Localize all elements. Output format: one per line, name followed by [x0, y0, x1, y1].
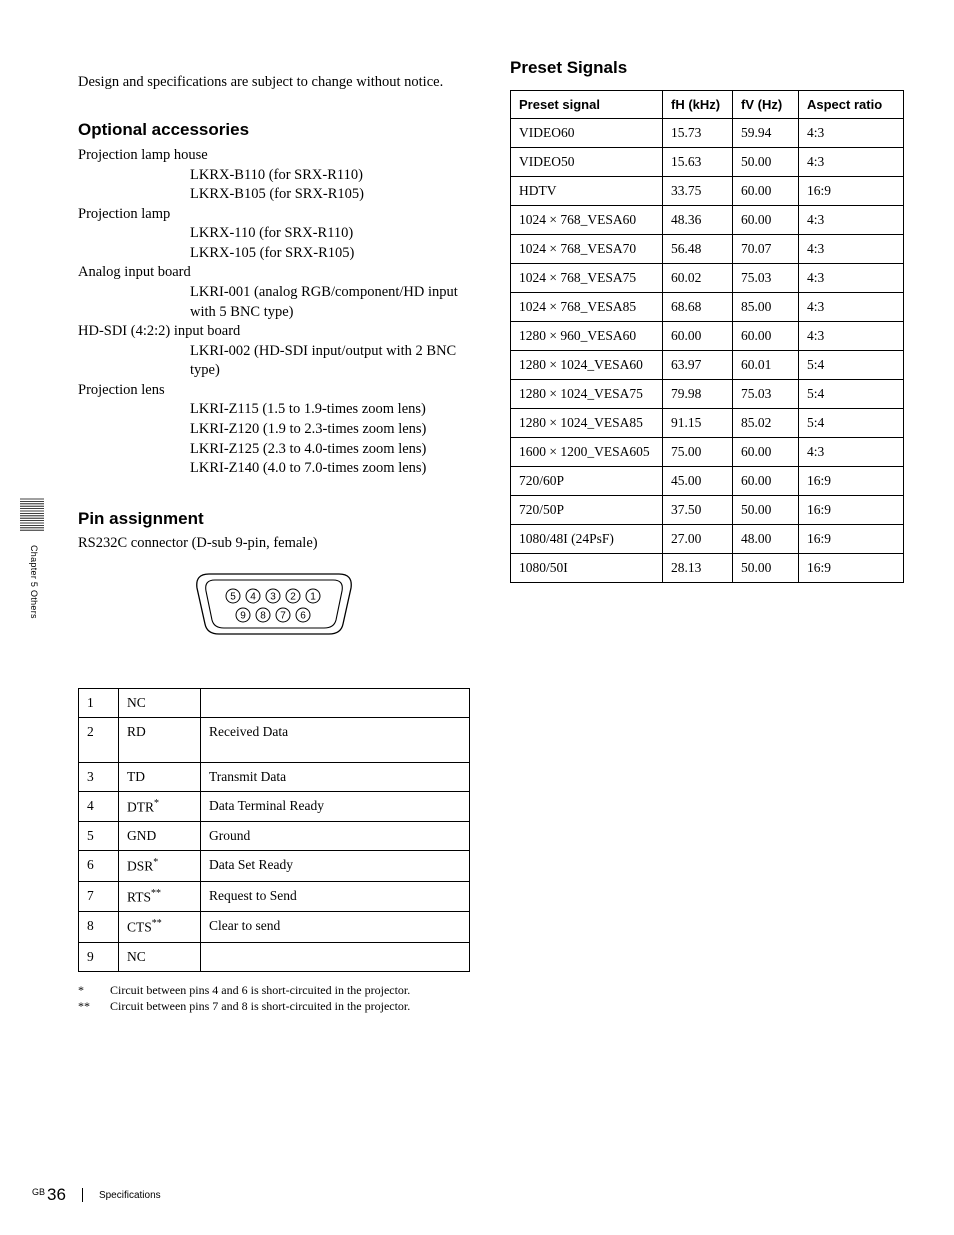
- accessory-value: LKRI-Z120 (1.9 to 2.3-times zoom lens): [190, 420, 470, 440]
- table-row: 3TDTransmit Data: [79, 762, 470, 791]
- footer-label: Specifications: [99, 1190, 161, 1201]
- svg-text:6: 6: [300, 610, 306, 621]
- footer-page-number: 36: [47, 1185, 66, 1204]
- table-row: 1080/48I (24PsF)27.0048.0016:9: [511, 525, 904, 554]
- accessory-label: Analog input board: [78, 263, 470, 283]
- pin-assignment-heading: Pin assignment: [78, 509, 470, 529]
- table-header: Aspect ratio: [799, 91, 904, 119]
- table-header: fH (kHz): [663, 91, 733, 119]
- accessory-value: LKRI-Z125 (2.3 to 4.0-times zoom lens): [190, 440, 470, 460]
- table-header: Preset signal: [511, 91, 663, 119]
- svg-text:8: 8: [260, 610, 266, 621]
- table-row: 720/60P45.0060.0016:9: [511, 467, 904, 496]
- side-lines-decoration: [20, 498, 44, 534]
- table-row: 1280 × 1024_VESA8591.1585.025:4: [511, 409, 904, 438]
- accessory-value: LKRX-B110 (for SRX-R110): [190, 166, 470, 186]
- accessory-value: LKRX-110 (for SRX-R110): [190, 224, 470, 244]
- accessory-value: LKRI-Z140 (4.0 to 7.0-times zoom lens): [190, 459, 470, 479]
- svg-text:9: 9: [240, 610, 246, 621]
- accessory-label: Projection lamp: [78, 205, 470, 225]
- table-row: 720/50P37.5050.0016:9: [511, 496, 904, 525]
- dsub9-connector-diagram: 5 4 3 2 1 9 8 7 6: [189, 568, 359, 640]
- side-chapter-tab: Chapter 5 Others: [20, 498, 50, 619]
- accessory-value: LKRI-002 (HD-SDI input/output with 2 BNC…: [190, 342, 470, 381]
- table-row: 4DTR*Data Terminal Ready: [79, 791, 470, 822]
- footer-gb: GB: [32, 1187, 45, 1197]
- table-row: VIDEO5015.6350.004:3: [511, 148, 904, 177]
- footnote: *Circuit between pins 4 and 6 is short-c…: [78, 982, 470, 998]
- preset-signals-heading: Preset Signals: [510, 58, 904, 78]
- svg-text:1: 1: [310, 591, 316, 602]
- table-row: 1280 × 960_VESA6060.0060.004:3: [511, 322, 904, 351]
- svg-text:7: 7: [280, 610, 286, 621]
- table-row: 1600 × 1200_VESA60575.0060.004:3: [511, 438, 904, 467]
- table-row: 1024 × 768_VESA8568.6885.004:3: [511, 293, 904, 322]
- accessory-value: LKRX-B105 (for SRX-R105): [190, 185, 470, 205]
- table-row: VIDEO6015.7359.944:3: [511, 119, 904, 148]
- table-header: fV (Hz): [733, 91, 799, 119]
- pin-assignment-sub: RS232C connector (D-sub 9-pin, female): [78, 535, 470, 552]
- page-footer: GB36 Specifications: [32, 1185, 161, 1205]
- table-row: 5GNDGround: [79, 822, 470, 851]
- table-row: 2RDReceived Data: [79, 717, 470, 762]
- table-row: 1024 × 768_VESA6048.3660.004:3: [511, 206, 904, 235]
- table-row: 1024 × 768_VESA7560.0275.034:3: [511, 264, 904, 293]
- svg-text:4: 4: [250, 591, 256, 602]
- table-row: 9NC: [79, 942, 470, 971]
- pin-assignment-table: 1NC2RDReceived Data3TDTransmit Data4DTR*…: [78, 688, 470, 972]
- svg-text:5: 5: [230, 591, 236, 602]
- table-row: 1080/50I28.1350.0016:9: [511, 554, 904, 583]
- table-row: 8CTS**Clear to send: [79, 912, 470, 943]
- table-row: 1280 × 1024_VESA7579.9875.035:4: [511, 380, 904, 409]
- footnote: **Circuit between pins 7 and 8 is short-…: [78, 998, 470, 1014]
- svg-text:2: 2: [290, 591, 296, 602]
- table-row: 1280 × 1024_VESA6063.9760.015:4: [511, 351, 904, 380]
- intro-text: Design and specifications are subject to…: [78, 73, 470, 93]
- accessory-value: LKRX-105 (for SRX-R105): [190, 244, 470, 264]
- accessory-value: LKRI-001 (analog RGB/component/HD input …: [190, 283, 470, 322]
- table-row: HDTV33.7560.0016:9: [511, 177, 904, 206]
- accessory-value: LKRI-Z115 (1.5 to 1.9-times zoom lens): [190, 400, 470, 420]
- optional-accessories-heading: Optional accessories: [78, 120, 470, 140]
- accessory-label: Projection lens: [78, 381, 470, 401]
- table-row: 1024 × 768_VESA7056.4870.074:3: [511, 235, 904, 264]
- preset-signals-table: Preset signalfH (kHz)fV (Hz)Aspect ratio…: [510, 90, 904, 583]
- accessory-label: Projection lamp house: [78, 146, 470, 166]
- table-row: 7RTS**Request to Send: [79, 881, 470, 912]
- accessory-label: HD-SDI (4:2:2) input board: [78, 322, 470, 342]
- side-chapter-text: Chapter 5 Others: [29, 545, 39, 619]
- table-row: 6DSR*Data Set Ready: [79, 851, 470, 882]
- table-row: 1NC: [79, 688, 470, 717]
- svg-text:3: 3: [270, 591, 276, 602]
